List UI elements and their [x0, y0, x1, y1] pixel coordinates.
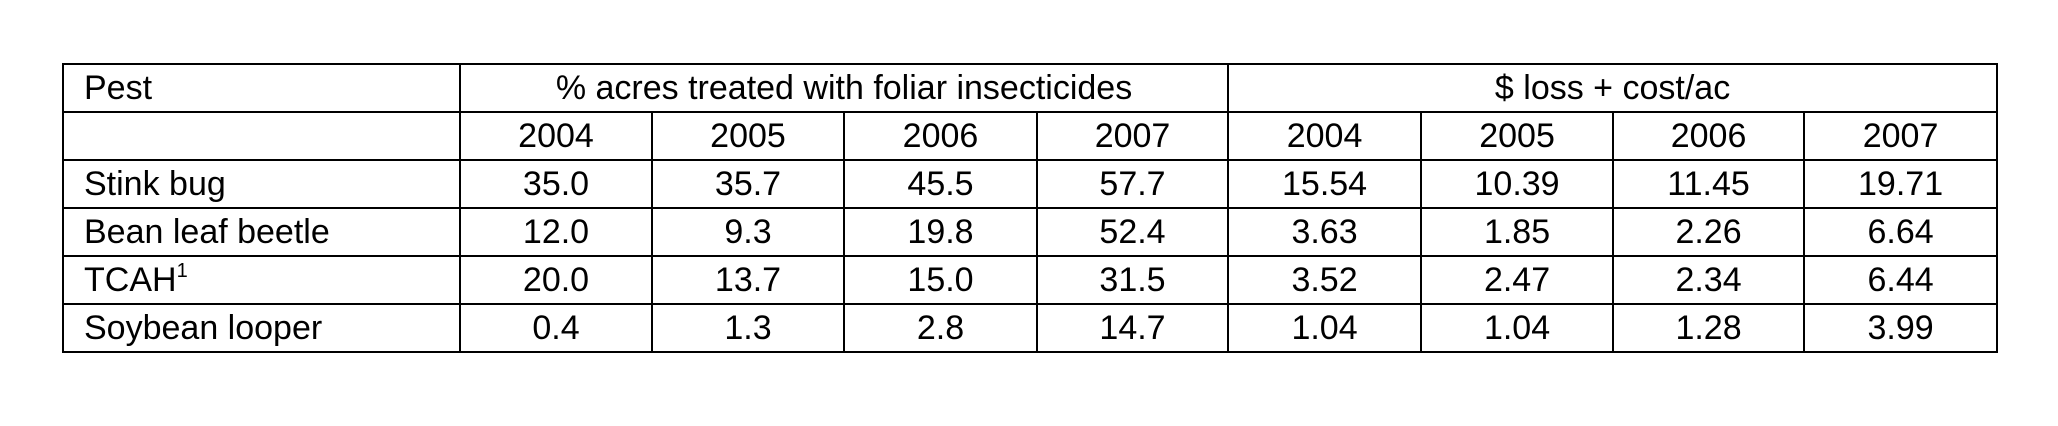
year-header: 2004 [459, 111, 653, 161]
year-header: 2007 [1035, 111, 1230, 161]
footnote-marker: 1 [176, 260, 188, 282]
table-row: Soybean looper 0.4 1.3 2.8 14.7 1.04 1.04 1.28 3… [62, 303, 1999, 353]
value-cell: 1.3 [651, 303, 845, 353]
value-cell: 14.7 [1035, 303, 1230, 353]
value-cell: 3.99 [1803, 303, 1999, 353]
value-cell: 1.04 [1227, 303, 1423, 353]
value-cell: 9.3 [651, 207, 845, 257]
value-cell: 19.71 [1803, 159, 1999, 209]
value-cell: 1.28 [1612, 303, 1806, 353]
pest-name: TCAH [84, 261, 177, 299]
value-cell: 52.4 [1035, 207, 1230, 257]
year-header: 2007 [1803, 111, 1999, 161]
value-cell: 6.44 [1803, 255, 1999, 305]
group-header: % acres treated with foliar insecticides [458, 63, 1230, 113]
pest-cell: Stink bug [62, 159, 461, 209]
value-cell: 1.85 [1420, 207, 1615, 257]
value-cell: 2.8 [843, 303, 1038, 353]
value-cell: 57.7 [1035, 159, 1230, 209]
value-cell: 19.8 [843, 207, 1038, 257]
value-cell: 10.39 [1420, 159, 1615, 209]
value-cell: 0.4 [459, 303, 653, 353]
pest-cell: TCAH1 [62, 255, 461, 305]
group-header: $ loss + cost/ac [1227, 63, 1999, 113]
value-cell: 35.0 [459, 159, 653, 209]
value-cell: 15.54 [1227, 159, 1423, 209]
pest-table: Pest% acres treated with foliar insectic… [62, 63, 1999, 353]
value-cell: 12.0 [459, 207, 653, 257]
value-cell: 1.04 [1420, 303, 1615, 353]
value-cell: 2.47 [1420, 255, 1615, 305]
table-row: TCAH1 20.0 13.7 15.0 31.5 3.52 2.47 2.34 6.44 [62, 255, 1999, 305]
table-row: Bean leaf beetle 12.0 9.3 19.8 52.4 3.63 1.85 2… [62, 207, 1999, 257]
value-cell: 11.45 [1612, 159, 1806, 209]
table-row: Pest% acres treated with foliar insectic… [62, 63, 1999, 113]
table-row: 2004 2005 2006 2007 2004 2005 2006 2007 [62, 111, 1999, 161]
value-cell: 3.63 [1227, 207, 1423, 257]
value-cell: 20.0 [459, 255, 653, 305]
value-cell: 45.5 [843, 159, 1038, 209]
year-header: 2006 [843, 111, 1038, 161]
value-cell: 2.34 [1612, 255, 1806, 305]
value-cell: 3.52 [1227, 255, 1423, 305]
pest-name: Bean leaf beetle [84, 213, 330, 251]
empty-cell [62, 111, 461, 161]
header-cell: Pest [62, 63, 461, 113]
value-cell: 35.7 [651, 159, 845, 209]
pest-name: Stink bug [84, 165, 226, 203]
pest-cell: Bean leaf beetle [62, 207, 461, 257]
value-cell: 31.5 [1035, 255, 1230, 305]
year-header: 2005 [1420, 111, 1615, 161]
value-cell: 2.26 [1612, 207, 1806, 257]
year-header: 2006 [1612, 111, 1806, 161]
value-cell: 6.64 [1803, 207, 1999, 257]
year-header: 2004 [1227, 111, 1423, 161]
table-row: Stink bug 35.0 35.7 45.5 57.7 15.54 10.39 11.45… [62, 159, 1999, 209]
pest-cell: Soybean looper [62, 303, 461, 353]
value-cell: 15.0 [843, 255, 1038, 305]
value-cell: 13.7 [651, 255, 845, 305]
year-header: 2005 [651, 111, 845, 161]
pest-name: Soybean looper [84, 309, 323, 347]
